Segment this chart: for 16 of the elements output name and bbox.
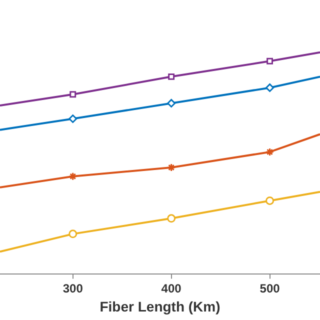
point xyxy=(266,58,274,64)
point xyxy=(167,98,176,108)
x-tick-label: 300 xyxy=(62,281,84,296)
point xyxy=(167,163,176,172)
point xyxy=(68,114,78,123)
x-tick-label: 500 xyxy=(260,281,280,296)
point xyxy=(266,196,274,205)
point xyxy=(266,148,274,156)
x-axis-title: Fiber Length (Km) xyxy=(100,298,220,314)
point xyxy=(266,83,274,92)
x-tick-label: 400 xyxy=(161,281,182,296)
point xyxy=(70,91,76,98)
point xyxy=(68,230,78,238)
point xyxy=(167,214,176,223)
point xyxy=(68,172,78,181)
point xyxy=(168,73,175,80)
